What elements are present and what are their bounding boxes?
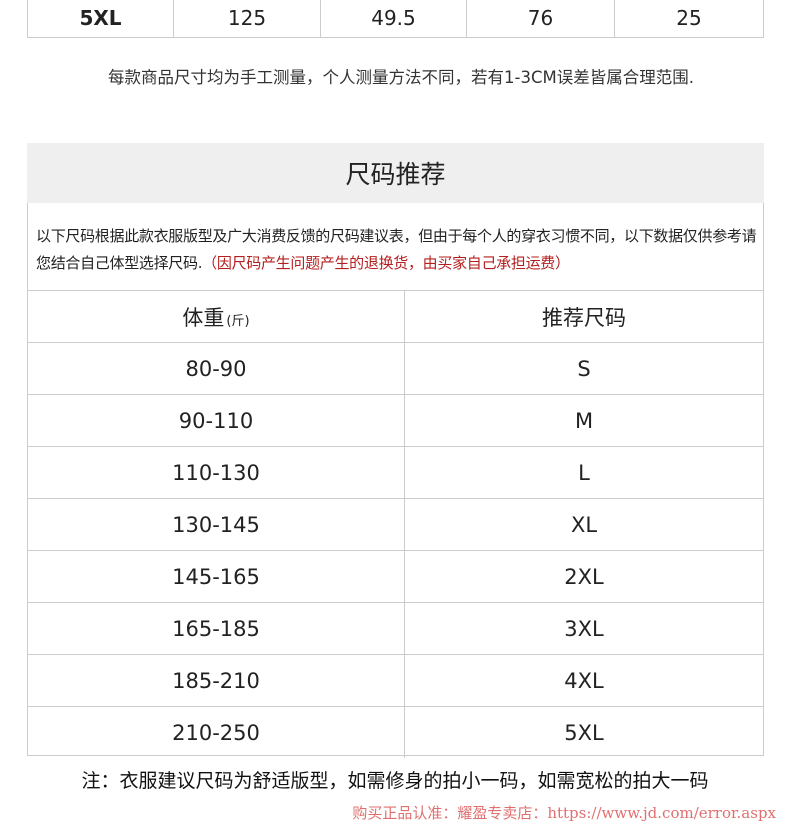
weight-cell: 210-250: [28, 707, 405, 758]
header-weight: 体重 (斤): [28, 291, 405, 342]
size-cell: M: [574, 408, 594, 433]
weight-cell: 130-145: [28, 499, 405, 550]
table-row: 185-210 4XL: [28, 654, 763, 706]
size-cell: 3XL: [564, 616, 604, 641]
cell: 125: [174, 0, 321, 37]
table-row: 80-90 S: [28, 342, 763, 394]
table-row: 165-185 3XL: [28, 602, 763, 654]
cell: 49.5: [321, 0, 467, 37]
header-weight-label: 体重: [182, 305, 225, 330]
weight-cell: 185-210: [28, 655, 405, 706]
table-row: 110-130 L: [28, 446, 763, 498]
table-row: 210-250 5XL: [28, 706, 763, 758]
weight-cell: 145-165: [28, 551, 405, 602]
section-title: 尺码推荐: [27, 143, 764, 203]
weight-unit: (斤): [226, 314, 250, 329]
size-cell: 5XL: [28, 0, 174, 37]
size-cell: 4XL: [564, 668, 604, 693]
table-header: 体重 (斤) 推荐尺码: [28, 290, 763, 342]
weight-cell: 110-130: [28, 447, 405, 498]
cell: 25: [676, 5, 702, 30]
weight-cell: 165-185: [28, 603, 405, 654]
size-cell: L: [578, 460, 590, 485]
return-policy-note: （因尺码产生问题产生的退换货，由买家自己承担运费）: [202, 254, 570, 272]
description-text: 以下尺码根据此款衣服版型及广大消费反馈的尺码建议表，但由于每个人的穿衣习惯不同，…: [36, 227, 757, 272]
header-size: 推荐尺码: [542, 305, 626, 330]
table-row: 145-165 2XL: [28, 550, 763, 602]
watermark: 购买正品认准：耀盈专卖店：https://www.jd.com/error.as…: [352, 804, 776, 822]
size-chart-last-row: 5XL 125 49.5 76 25: [27, 0, 764, 38]
weight-cell: 90-110: [28, 395, 405, 446]
table-row: 90-110 M: [28, 394, 763, 446]
size-cell: 5XL: [564, 720, 604, 745]
cell: 76: [467, 0, 615, 37]
weight-cell: 80-90: [28, 343, 405, 394]
size-cell: 2XL: [564, 564, 604, 589]
size-recommendation-box: 以下尺码根据此款衣服版型及广大消费反馈的尺码建议表，但由于每个人的穿衣习惯不同，…: [27, 203, 764, 758]
size-cell: S: [577, 356, 591, 381]
description: 以下尺码根据此款衣服版型及广大消费反馈的尺码建议表，但由于每个人的穿衣习惯不同，…: [28, 203, 763, 290]
table-row: 130-145 XL: [28, 498, 763, 550]
size-cell: XL: [570, 512, 598, 537]
footer-note: 注：衣服建议尺码为舒适版型，如需修身的拍小一码，如需宽松的拍大一码: [81, 770, 709, 792]
measurement-note: 每款商品尺寸均为手工测量，个人测量方法不同，若有1-3CM误差皆属合理范围.: [108, 68, 694, 87]
